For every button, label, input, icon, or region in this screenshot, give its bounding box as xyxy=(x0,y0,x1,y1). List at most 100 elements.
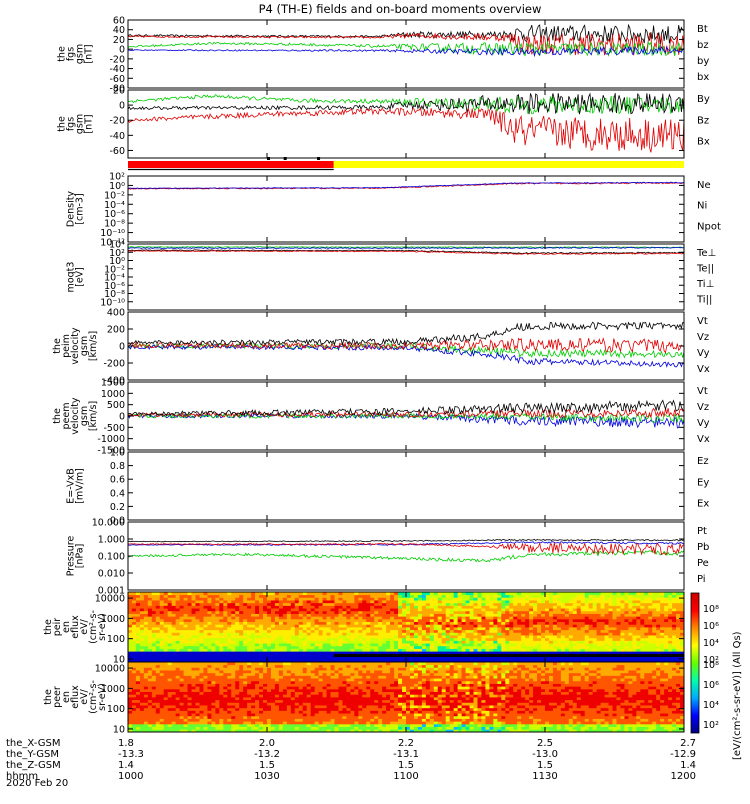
spectrogram-cell xyxy=(354,624,358,627)
spectrogram-cell xyxy=(307,632,311,635)
low-energy-band xyxy=(334,654,684,657)
spectrogram-cell xyxy=(152,600,156,603)
spectrogram-cell xyxy=(152,614,156,617)
spectrogram-cell xyxy=(430,611,434,614)
spectrogram-cell xyxy=(525,632,529,635)
spectrogram-cell xyxy=(227,667,231,670)
spectrogram-cell xyxy=(243,597,247,600)
spectrogram-cell xyxy=(466,616,470,619)
spectrogram-cell xyxy=(533,619,537,622)
spectrogram-cell xyxy=(406,646,410,649)
spectrogram-cell xyxy=(207,657,211,660)
spectrogram-cell xyxy=(132,670,136,673)
spectrogram-cell xyxy=(477,640,481,643)
spectrogram-cell xyxy=(485,614,489,617)
spectrogram-cell xyxy=(648,657,652,660)
spectrogram-cell xyxy=(569,646,573,649)
spectrogram-cell xyxy=(315,597,319,600)
spectrogram-cell xyxy=(406,619,410,622)
spectrogram-cell xyxy=(255,692,259,695)
spectrogram-cell xyxy=(632,597,636,600)
spectrogram-cell xyxy=(605,640,609,643)
spectrogram-cell xyxy=(362,649,366,652)
spectrogram-cell xyxy=(295,616,299,619)
spectrogram-cell xyxy=(176,624,180,627)
spectrogram-cell xyxy=(474,646,478,649)
spectrogram-cell xyxy=(172,619,176,622)
spectrogram-cell xyxy=(593,611,597,614)
spectrogram-cell xyxy=(458,638,462,641)
spectrogram-cell xyxy=(589,622,593,625)
spectrogram-cell xyxy=(223,605,227,608)
spectrogram-cell xyxy=(196,619,200,622)
spectrogram-cell xyxy=(446,600,450,603)
spectrogram-cell xyxy=(529,630,533,633)
spectrogram-cell xyxy=(136,667,140,670)
spectrogram-cell xyxy=(346,608,350,611)
spectrogram-cell xyxy=(569,651,573,654)
spectrogram-cell xyxy=(648,608,652,611)
spectrogram-cell xyxy=(231,719,235,722)
spectrogram-cell xyxy=(549,640,553,643)
spectrogram-cell xyxy=(553,605,557,608)
spectrogram-cell xyxy=(418,657,422,660)
spectrogram-cell xyxy=(545,640,549,643)
spectrogram-cell xyxy=(235,595,239,598)
spectrogram-cell xyxy=(458,627,462,630)
spectrogram-cell xyxy=(362,608,366,611)
spectrogram-cell xyxy=(394,619,398,622)
spectrogram-cell xyxy=(521,640,525,643)
spectrogram-cell xyxy=(346,638,350,641)
spectrogram-cell xyxy=(168,654,172,657)
spectrogram-cell xyxy=(307,649,311,652)
spectrogram-cell xyxy=(291,640,295,643)
spectrogram-cell xyxy=(287,627,291,630)
spectrogram-cell xyxy=(172,640,176,643)
spectrogram-cell xyxy=(561,622,565,625)
spectrogram-cell xyxy=(481,614,485,617)
spectrogram-cell xyxy=(597,616,601,619)
spectrogram-cell xyxy=(287,611,291,614)
spectrogram-cell xyxy=(553,608,557,611)
spectrogram-cell xyxy=(295,605,299,608)
spectrogram-cell xyxy=(366,622,370,625)
spectrogram-cell xyxy=(430,616,434,619)
spectrogram-cell xyxy=(156,670,160,673)
spectrogram-cell xyxy=(450,651,454,654)
spectrogram-cell xyxy=(180,611,184,614)
spectrogram-cell xyxy=(501,619,505,622)
spectrogram-cell xyxy=(676,614,680,617)
spectrogram-cell xyxy=(632,638,636,641)
spectrogram-cell xyxy=(255,627,259,630)
spectrogram-cell xyxy=(418,603,422,606)
spectrogram-cell xyxy=(434,616,438,619)
spectrogram-cell xyxy=(279,614,283,617)
spectrogram-cell xyxy=(315,654,319,657)
spectrogram-cell xyxy=(275,638,279,641)
spectrogram-cell xyxy=(501,608,505,611)
spectrogram-cell xyxy=(648,619,652,622)
spectrogram-cell xyxy=(378,616,382,619)
spectrogram-cell xyxy=(636,657,640,660)
spectrogram-cell xyxy=(335,646,339,649)
spectrogram-cell xyxy=(196,600,200,603)
spectrogram-cell xyxy=(374,632,378,635)
spectrogram-cell xyxy=(219,710,223,713)
spectrogram-cell xyxy=(497,635,501,638)
spectrogram-cell xyxy=(144,595,148,598)
spectrogram-cell xyxy=(199,638,203,641)
spectrogram-cell xyxy=(450,632,454,635)
spectrogram-cell xyxy=(668,597,672,600)
spectrogram-cell xyxy=(644,605,648,608)
spectrogram-cell xyxy=(247,678,251,681)
spectrogram-cell xyxy=(259,597,263,600)
spectrogram-cell xyxy=(501,646,505,649)
spectrogram-cell xyxy=(152,595,156,598)
spectrogram-cell xyxy=(251,716,255,719)
spectrogram-cell xyxy=(648,603,652,606)
spectrogram-cell xyxy=(434,605,438,608)
spectrogram-cell xyxy=(358,643,362,646)
spectrogram-cell xyxy=(628,635,632,638)
spectrogram-cell xyxy=(438,643,442,646)
spectrogram-cell xyxy=(398,649,402,652)
